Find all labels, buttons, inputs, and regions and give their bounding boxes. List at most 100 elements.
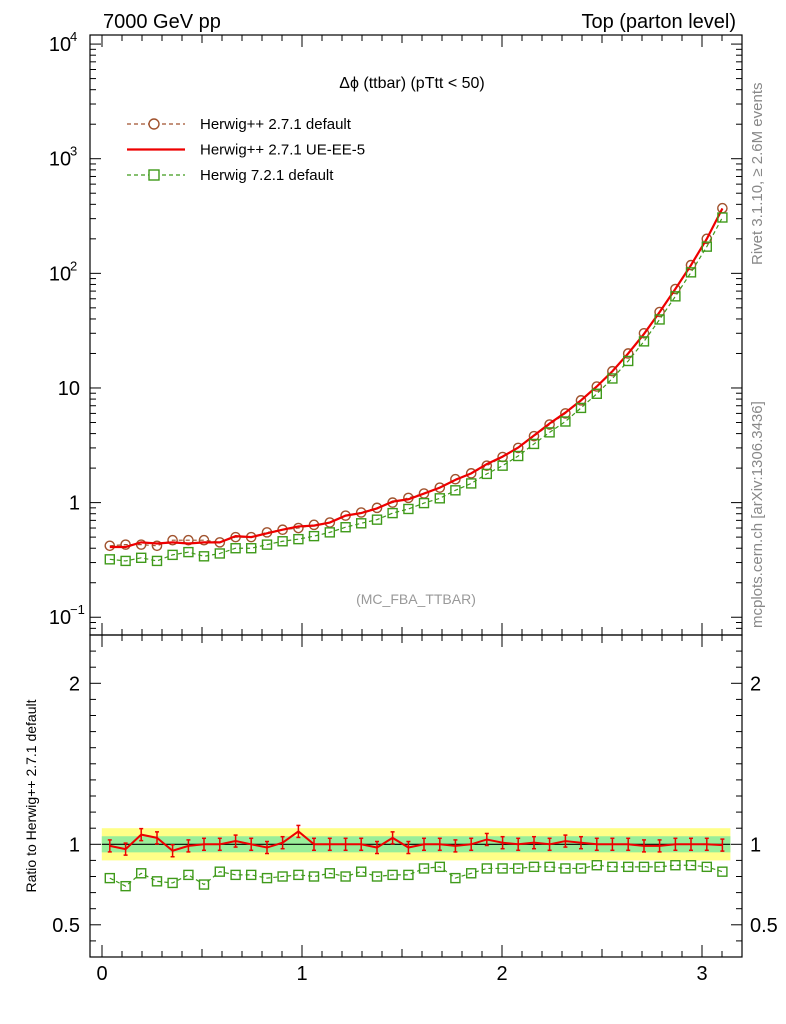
- data-point-square: [654, 314, 665, 325]
- y-tick-label: 10: [58, 378, 80, 400]
- ratio-point-square: [230, 869, 241, 881]
- ratio-point-square: [104, 872, 116, 884]
- data-point-square: [135, 552, 147, 564]
- rivet-version-label: Rivet 3.1.10, ≥ 2.6M events: [749, 83, 766, 266]
- ratio-point-square: [387, 869, 398, 881]
- data-point-circle: [198, 534, 210, 546]
- data-point-square: [356, 518, 367, 529]
- ratio-point-square: [120, 880, 131, 892]
- data-point-square: [230, 543, 241, 554]
- ratio-point-square: [324, 868, 335, 879]
- x-tick-label: 1: [296, 963, 307, 985]
- ratio-point-square: [717, 866, 728, 877]
- data-point-circle: [575, 395, 587, 406]
- data-point-circle: [607, 365, 618, 377]
- data-point-square: [183, 546, 194, 558]
- ratio-point-square: [466, 868, 477, 879]
- ratio-y-tick-label-left: 2: [69, 673, 80, 695]
- data-point-square: [560, 416, 571, 427]
- ratio-point-square: [528, 861, 540, 873]
- data-point-circle: [151, 540, 163, 552]
- data-point-square: [104, 554, 116, 565]
- data-point-circle: [167, 534, 178, 546]
- ratio-y-tick-label-right: 2: [750, 673, 761, 695]
- ratio-y-tick-label-left: 0.5: [52, 915, 80, 937]
- ratio-point-square: [245, 869, 257, 881]
- ratio-point-square: [340, 871, 351, 882]
- ratio-point-square: [591, 860, 602, 871]
- legend-marker-square: [148, 169, 160, 181]
- ratio-point-square: [450, 872, 461, 884]
- ratio-point-square: [356, 866, 367, 877]
- chart-title: Δϕ (ttbar) (pTtt < 50): [339, 75, 484, 92]
- series-line-herwigpp-default: [109, 207, 723, 547]
- x-tick-label: 2: [496, 963, 507, 985]
- x-tick-label: 0: [96, 963, 107, 985]
- y-tick-label: 10: [49, 607, 71, 629]
- data-point-circle: [622, 348, 634, 359]
- data-point-square: [167, 549, 178, 561]
- data-point-square: [481, 468, 492, 480]
- data-point-square: [434, 493, 445, 504]
- ratio-point-square: [685, 860, 697, 871]
- ratio-point-square: [214, 866, 226, 877]
- data-point-square: [528, 438, 540, 450]
- data-point-circle: [371, 502, 383, 514]
- y-tick-label: 10: [49, 149, 71, 171]
- data-point-circle: [560, 408, 571, 419]
- ratio-point-square: [701, 861, 712, 873]
- ratio-point-square: [418, 863, 430, 874]
- data-point-square: [418, 497, 430, 509]
- ratio-point-square: [575, 863, 587, 874]
- data-point-square: [450, 485, 461, 496]
- data-point-circle: [591, 381, 603, 392]
- data-point-square: [120, 555, 131, 567]
- ratio-line-ue-ee-5: [109, 830, 723, 852]
- data-point-square: [701, 241, 712, 252]
- data-point-square: [575, 402, 587, 414]
- ratio-point-square: [654, 861, 665, 873]
- data-point-square: [277, 536, 288, 547]
- data-point-square: [497, 460, 508, 471]
- ratio-y-tick-label-right: 1: [750, 834, 761, 856]
- data-point-square: [717, 212, 728, 223]
- data-point-circle: [434, 482, 446, 493]
- ratio-y-axis-label: Ratio to Herwig++ 2.7.1 default: [23, 699, 39, 892]
- ratio-point-square: [670, 860, 681, 871]
- data-point-circle: [104, 540, 116, 552]
- y-tick-label: 10: [49, 263, 71, 285]
- data-point-circle: [670, 283, 681, 295]
- ratio-point-square: [293, 869, 304, 881]
- data-point-square: [261, 539, 273, 550]
- data-point-square: [685, 267, 697, 278]
- data-point-circle: [638, 327, 650, 339]
- ratio-axes: 0.5 0.5 1 1 2 2 0 1 2 3: [52, 634, 778, 985]
- ratio-point-square: [183, 869, 194, 881]
- ratio-point-square: [371, 871, 383, 882]
- ratio-series-layer: [104, 824, 728, 892]
- data-point-square: [151, 555, 163, 567]
- data-point-circle: [183, 534, 194, 546]
- y-tick-label: 1: [69, 493, 80, 515]
- data-point-square: [324, 527, 335, 538]
- ratio-point-square: [513, 863, 524, 874]
- ratio-point-square: [308, 871, 320, 882]
- y-tick-label-exponent: 4: [70, 29, 77, 44]
- y-tick-label-exponent: 3: [70, 144, 77, 159]
- legend-entry-label: Herwig++ 2.7.1 default: [200, 116, 352, 133]
- ratio-frame: [89, 634, 743, 958]
- data-point-square: [293, 533, 304, 545]
- data-point-square: [544, 427, 555, 438]
- ratio-point-square: [638, 861, 650, 873]
- data-point-square: [591, 388, 602, 399]
- data-point-circle: [654, 306, 665, 318]
- legend-entry-label: Herwig 7.2.1 default: [200, 167, 334, 184]
- y-tick-label: 10: [49, 34, 71, 56]
- y-tick-label-exponent: −1: [70, 602, 85, 617]
- data-point-square: [638, 336, 650, 347]
- data-point-circle: [450, 473, 461, 485]
- ratio-y-tick-label-left: 1: [69, 834, 80, 856]
- data-point-square: [308, 530, 320, 542]
